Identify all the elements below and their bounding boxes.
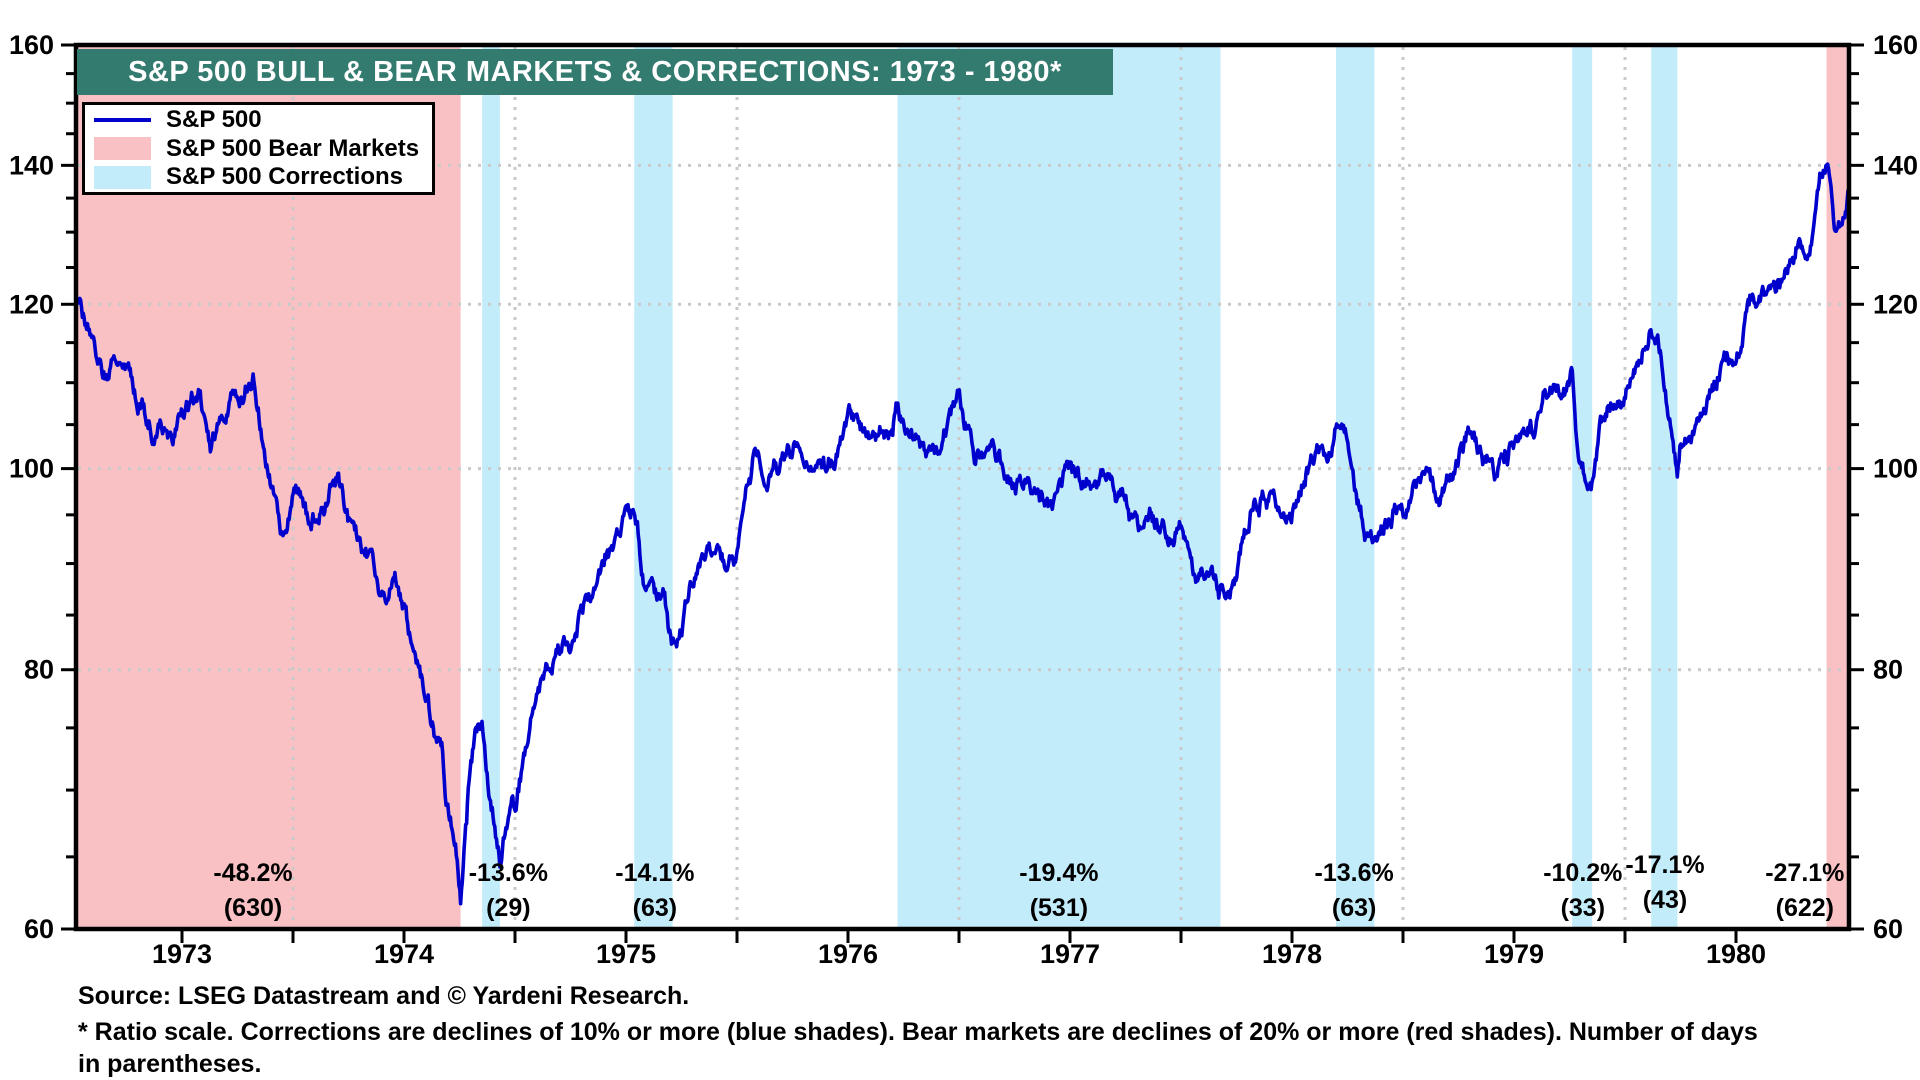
- decline-pct-label: -48.2%: [213, 859, 292, 887]
- decline-days-label: (63): [1332, 894, 1376, 922]
- legend-label-corrections: S&P 500 Corrections: [166, 163, 403, 191]
- decline-days-label: (29): [486, 894, 530, 922]
- legend-row-sp500: S&P 500: [94, 106, 432, 134]
- y-tick-label: 160: [1873, 30, 1918, 60]
- y-tick-label: 140: [1873, 150, 1918, 180]
- decline-days-label: (63): [633, 894, 677, 922]
- legend-label-sp500: S&P 500: [166, 105, 262, 133]
- decline-days-label: (33): [1561, 894, 1605, 922]
- x-tick-label: 1977: [1040, 939, 1100, 969]
- sp500-line: [76, 162, 1849, 906]
- decline-pct-label: -27.1%: [1765, 859, 1844, 887]
- decline-days-label: (531): [1030, 894, 1088, 922]
- y-tick-label: 160: [9, 30, 54, 60]
- legend-label-bear-markets: S&P 500 Bear Markets: [166, 134, 420, 162]
- decline-days-label: (43): [1643, 886, 1687, 914]
- y-tick-label: 120: [9, 289, 54, 319]
- decline-pct-label: -17.1%: [1625, 851, 1704, 879]
- chart-title: S&P 500 BULL & BEAR MARKETS & CORRECTION…: [128, 55, 1062, 88]
- plot-border: [73, 42, 1852, 932]
- footnote-line-2: in parentheses.: [78, 1050, 262, 1078]
- decline-pct-label: -10.2%: [1543, 859, 1622, 887]
- y-tick-label: 120: [1873, 289, 1918, 319]
- legend-row-corrections: S&P 500 Corrections: [94, 163, 432, 191]
- title-banner: S&P 500 BULL & BEAR MARKETS & CORRECTION…: [77, 49, 1113, 95]
- y-tick-label: 80: [1873, 655, 1903, 685]
- legend-row-bear-markets: S&P 500 Bear Markets: [94, 135, 432, 163]
- decline-pct-label: -14.1%: [615, 859, 694, 887]
- y-tick-label: 100: [9, 454, 54, 484]
- y-tick-label: 60: [1873, 914, 1903, 944]
- decline-pct-label: -19.4%: [1019, 859, 1098, 887]
- decline-pct-label: -13.6%: [1315, 859, 1394, 887]
- y-tick-label: 60: [24, 914, 54, 944]
- x-tick-label: 1976: [818, 939, 878, 969]
- x-tick-label: 1975: [596, 939, 656, 969]
- bear-market-band: [1826, 45, 1849, 929]
- legend-bear-swatch: [94, 137, 151, 160]
- legend-corrections-swatch: [94, 165, 151, 189]
- x-tick-label: 1978: [1262, 939, 1322, 969]
- y-tick-label: 80: [24, 655, 54, 685]
- correction-band: [1651, 45, 1678, 929]
- legend-line-swatch: [94, 117, 151, 122]
- correction-band: [1572, 45, 1593, 929]
- decline-pct-label: -13.6%: [469, 859, 548, 887]
- decline-days-label: (622): [1776, 894, 1834, 922]
- y-tick-label: 100: [1873, 454, 1918, 484]
- x-tick-label: 1980: [1706, 939, 1766, 969]
- legend-box: S&P 500 S&P 500 Bear Markets S&P 500 Cor…: [82, 102, 435, 195]
- footnote-line-1: * Ratio scale. Corrections are declines …: [78, 1018, 1758, 1046]
- x-tick-label: 1973: [152, 939, 212, 969]
- x-tick-label: 1979: [1484, 939, 1544, 969]
- y-tick-label: 140: [9, 150, 54, 180]
- correction-band: [634, 45, 673, 929]
- source-line: Source: LSEG Datastream and © Yardeni Re…: [78, 982, 690, 1010]
- x-tick-label: 1974: [374, 939, 434, 969]
- decline-days-label: (630): [224, 894, 282, 922]
- correction-band: [482, 45, 500, 929]
